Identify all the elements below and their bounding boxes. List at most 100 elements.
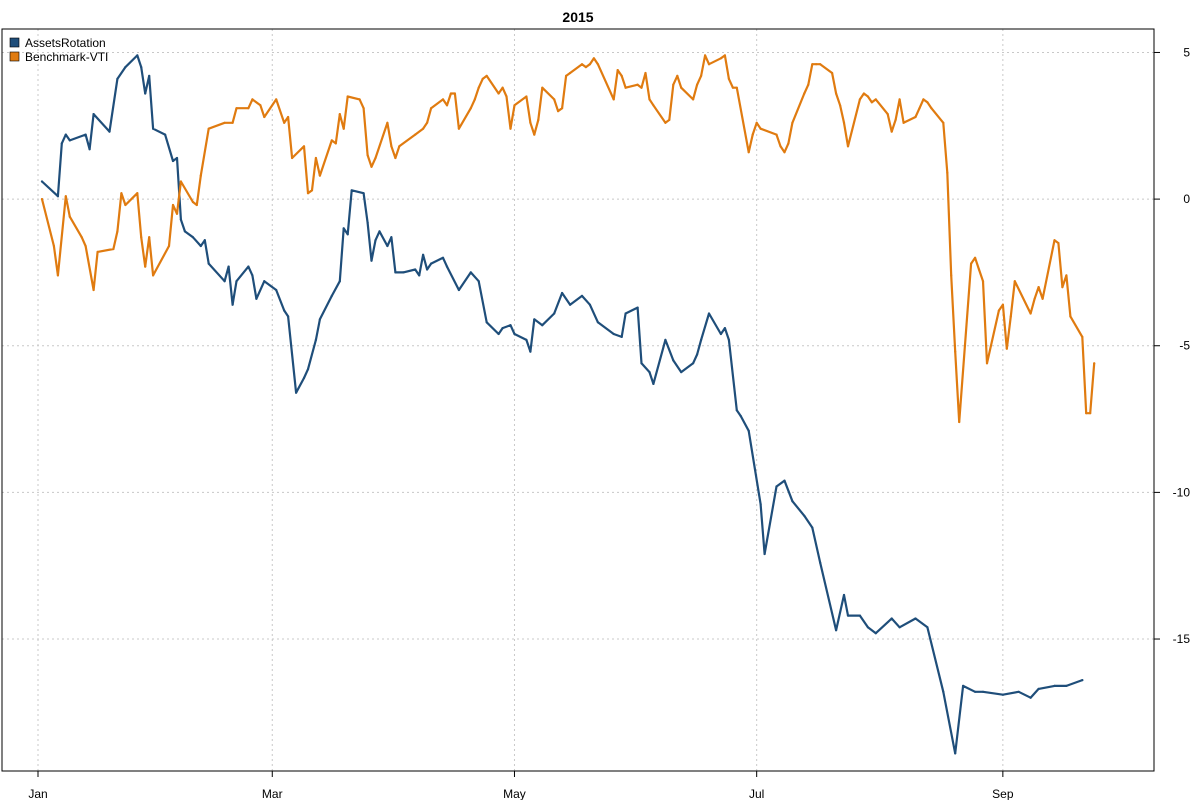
data-point — [247, 265, 250, 268]
data-point — [803, 514, 806, 517]
data-point — [362, 107, 365, 110]
data-point — [954, 752, 957, 755]
data-point — [970, 262, 973, 265]
data-point — [676, 74, 679, 77]
data-point — [700, 74, 703, 77]
data-point — [144, 92, 147, 95]
data-point — [652, 382, 655, 385]
data-point — [620, 74, 623, 77]
data-point — [731, 86, 735, 89]
data-point — [692, 362, 695, 365]
series-line-assetsrotation — [40, 54, 1084, 755]
data-point — [791, 121, 794, 124]
data-point — [866, 626, 870, 629]
data-point — [426, 121, 429, 124]
data-point — [680, 371, 683, 374]
data-point — [394, 156, 397, 160]
data-point — [648, 98, 651, 101]
data-point — [310, 189, 314, 192]
series-points — [40, 54, 1084, 755]
data-point — [56, 274, 60, 277]
data-point — [866, 95, 870, 98]
data-point — [441, 98, 445, 101]
data-point — [112, 247, 115, 251]
data-point — [974, 256, 977, 259]
data-point — [962, 684, 965, 688]
data-point — [223, 121, 226, 124]
data-point — [624, 312, 627, 315]
data-point — [136, 54, 139, 57]
data-point — [815, 63, 818, 66]
data-point — [553, 98, 556, 101]
data-point — [263, 280, 266, 283]
data-point — [473, 98, 476, 101]
data-point — [108, 130, 111, 133]
data-point — [525, 95, 528, 98]
data-point — [235, 280, 238, 283]
series-group — [40, 54, 1096, 755]
data-point — [227, 265, 230, 268]
data-point — [858, 614, 862, 617]
legend-label: Benchmark-VTI — [25, 50, 108, 64]
data-point — [445, 265, 449, 268]
data-point — [96, 250, 99, 253]
data-point — [759, 503, 762, 506]
data-point — [350, 189, 353, 192]
data-point — [942, 690, 945, 693]
data-point — [894, 118, 897, 121]
data-point — [68, 215, 71, 218]
data-point — [179, 180, 182, 183]
data-point — [525, 338, 528, 341]
data-point — [314, 338, 317, 341]
data-point — [402, 271, 405, 274]
data-point — [672, 83, 675, 86]
data-point — [811, 526, 814, 529]
data-point — [171, 203, 175, 207]
data-point — [362, 192, 365, 195]
data-point — [541, 324, 544, 327]
data-point — [1029, 696, 1032, 699]
y-tick-label: -15 — [1173, 632, 1191, 646]
data-point — [584, 66, 588, 69]
data-point — [696, 83, 699, 86]
data-point — [1009, 315, 1012, 318]
x-tick-label: Sep — [992, 787, 1014, 800]
data-point — [930, 107, 933, 110]
data-point — [557, 110, 560, 113]
data-point — [862, 92, 866, 95]
data-point — [501, 327, 504, 330]
data-point — [739, 415, 742, 418]
data-point — [358, 98, 361, 101]
data-point — [513, 104, 516, 107]
data-point — [640, 86, 643, 89]
data-point — [664, 121, 667, 124]
series-points — [40, 54, 1096, 424]
data-point — [318, 318, 321, 321]
y-tick-label: 0 — [1183, 192, 1190, 206]
data-point — [68, 139, 71, 142]
data-point — [457, 127, 460, 130]
data-point — [819, 63, 822, 66]
data-point — [509, 324, 512, 327]
data-point — [950, 274, 953, 277]
data-point — [751, 133, 754, 136]
x-tick-label: Jan — [28, 787, 47, 800]
data-point — [1053, 239, 1056, 242]
data-point — [136, 192, 139, 195]
grid — [2, 29, 1154, 771]
data-point — [926, 101, 929, 104]
data-point — [902, 121, 905, 124]
data-point — [426, 268, 429, 271]
data-point — [783, 479, 786, 482]
data-point — [565, 74, 568, 77]
data-point — [569, 71, 572, 75]
data-point — [624, 86, 627, 89]
data-point — [842, 593, 846, 597]
data-point — [783, 151, 786, 154]
data-point — [414, 133, 417, 136]
plot-frame — [1, 28, 1155, 772]
data-point — [719, 332, 723, 336]
data-point — [140, 66, 143, 69]
data-point — [414, 268, 417, 271]
data-point — [291, 156, 294, 160]
